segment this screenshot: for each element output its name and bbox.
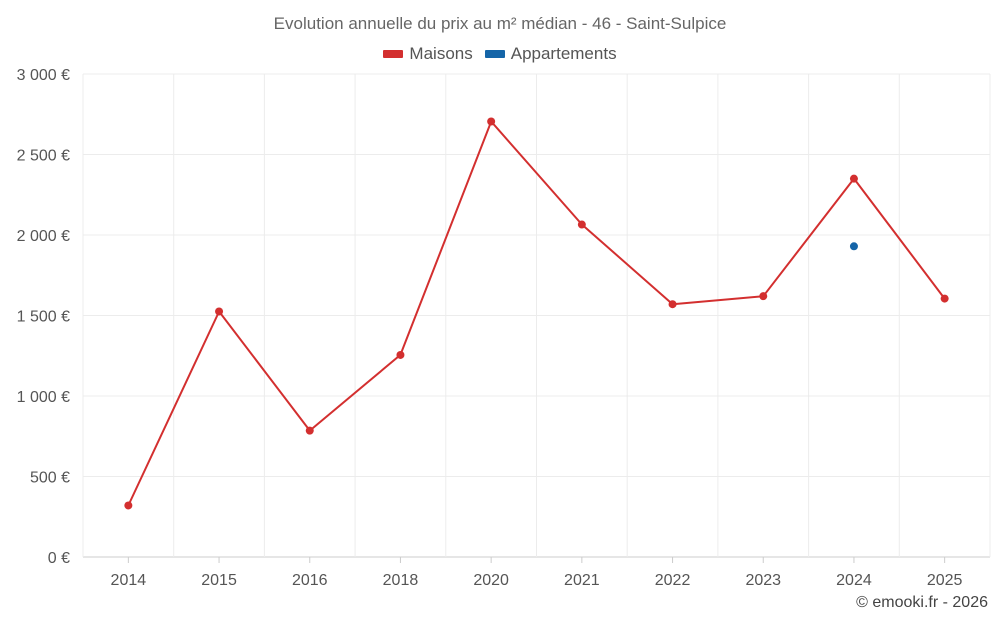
y-tick-label: 500 €	[30, 470, 70, 487]
x-tick-label: 2020	[473, 572, 509, 589]
data-point-maisons[interactable]	[124, 501, 133, 510]
x-tick-label: 2022	[655, 572, 691, 589]
series-line-maisons	[127, 120, 946, 506]
x-tick-label: 2021	[564, 572, 600, 589]
x-tick-label: 2016	[292, 572, 328, 589]
legend-item-maisons[interactable]: Maisons	[383, 44, 473, 64]
data-point-maisons[interactable]	[849, 174, 858, 183]
data-point-maisons[interactable]	[487, 117, 496, 126]
y-tick-label: 0 €	[48, 550, 70, 567]
legend-swatch-appartements	[484, 50, 505, 58]
legend-item-appartements[interactable]: Appartements	[484, 44, 617, 64]
data-point-maisons[interactable]	[396, 350, 405, 359]
data-point-maisons[interactable]	[668, 300, 677, 309]
x-tick-label: 2025	[927, 572, 963, 589]
data-point-maisons[interactable]	[215, 307, 224, 316]
data-point-maisons[interactable]	[305, 426, 314, 435]
x-tick-label: 2024	[836, 572, 872, 589]
legend-label-maisons: Maisons	[409, 44, 473, 63]
data-point-maisons[interactable]	[940, 294, 949, 303]
x-tick-label: 2015	[201, 572, 237, 589]
y-tick-label: 3 000 €	[17, 67, 70, 84]
x-tick-label: 2023	[745, 572, 781, 589]
y-tick-label: 2 000 €	[17, 228, 70, 245]
footer-credit: © emooki.fr - 2026	[856, 594, 988, 611]
y-tick-label: 1 000 €	[17, 389, 70, 406]
data-point-maisons[interactable]	[759, 292, 768, 301]
legend: Maisons Appartements	[0, 44, 1000, 64]
data-point-maisons[interactable]	[577, 220, 586, 229]
legend-swatch-maisons	[383, 50, 404, 58]
chart-title: Evolution annuelle du prix au m² médian …	[273, 14, 727, 33]
y-tick-label: 2 500 €	[17, 148, 70, 165]
y-tick-label: 1 500 €	[17, 309, 70, 326]
x-tick-label: 2014	[111, 572, 147, 589]
x-tick-label: 2018	[383, 572, 419, 589]
legend-label-appartements: Appartements	[510, 44, 617, 63]
data-point-appartements[interactable]	[849, 242, 858, 251]
